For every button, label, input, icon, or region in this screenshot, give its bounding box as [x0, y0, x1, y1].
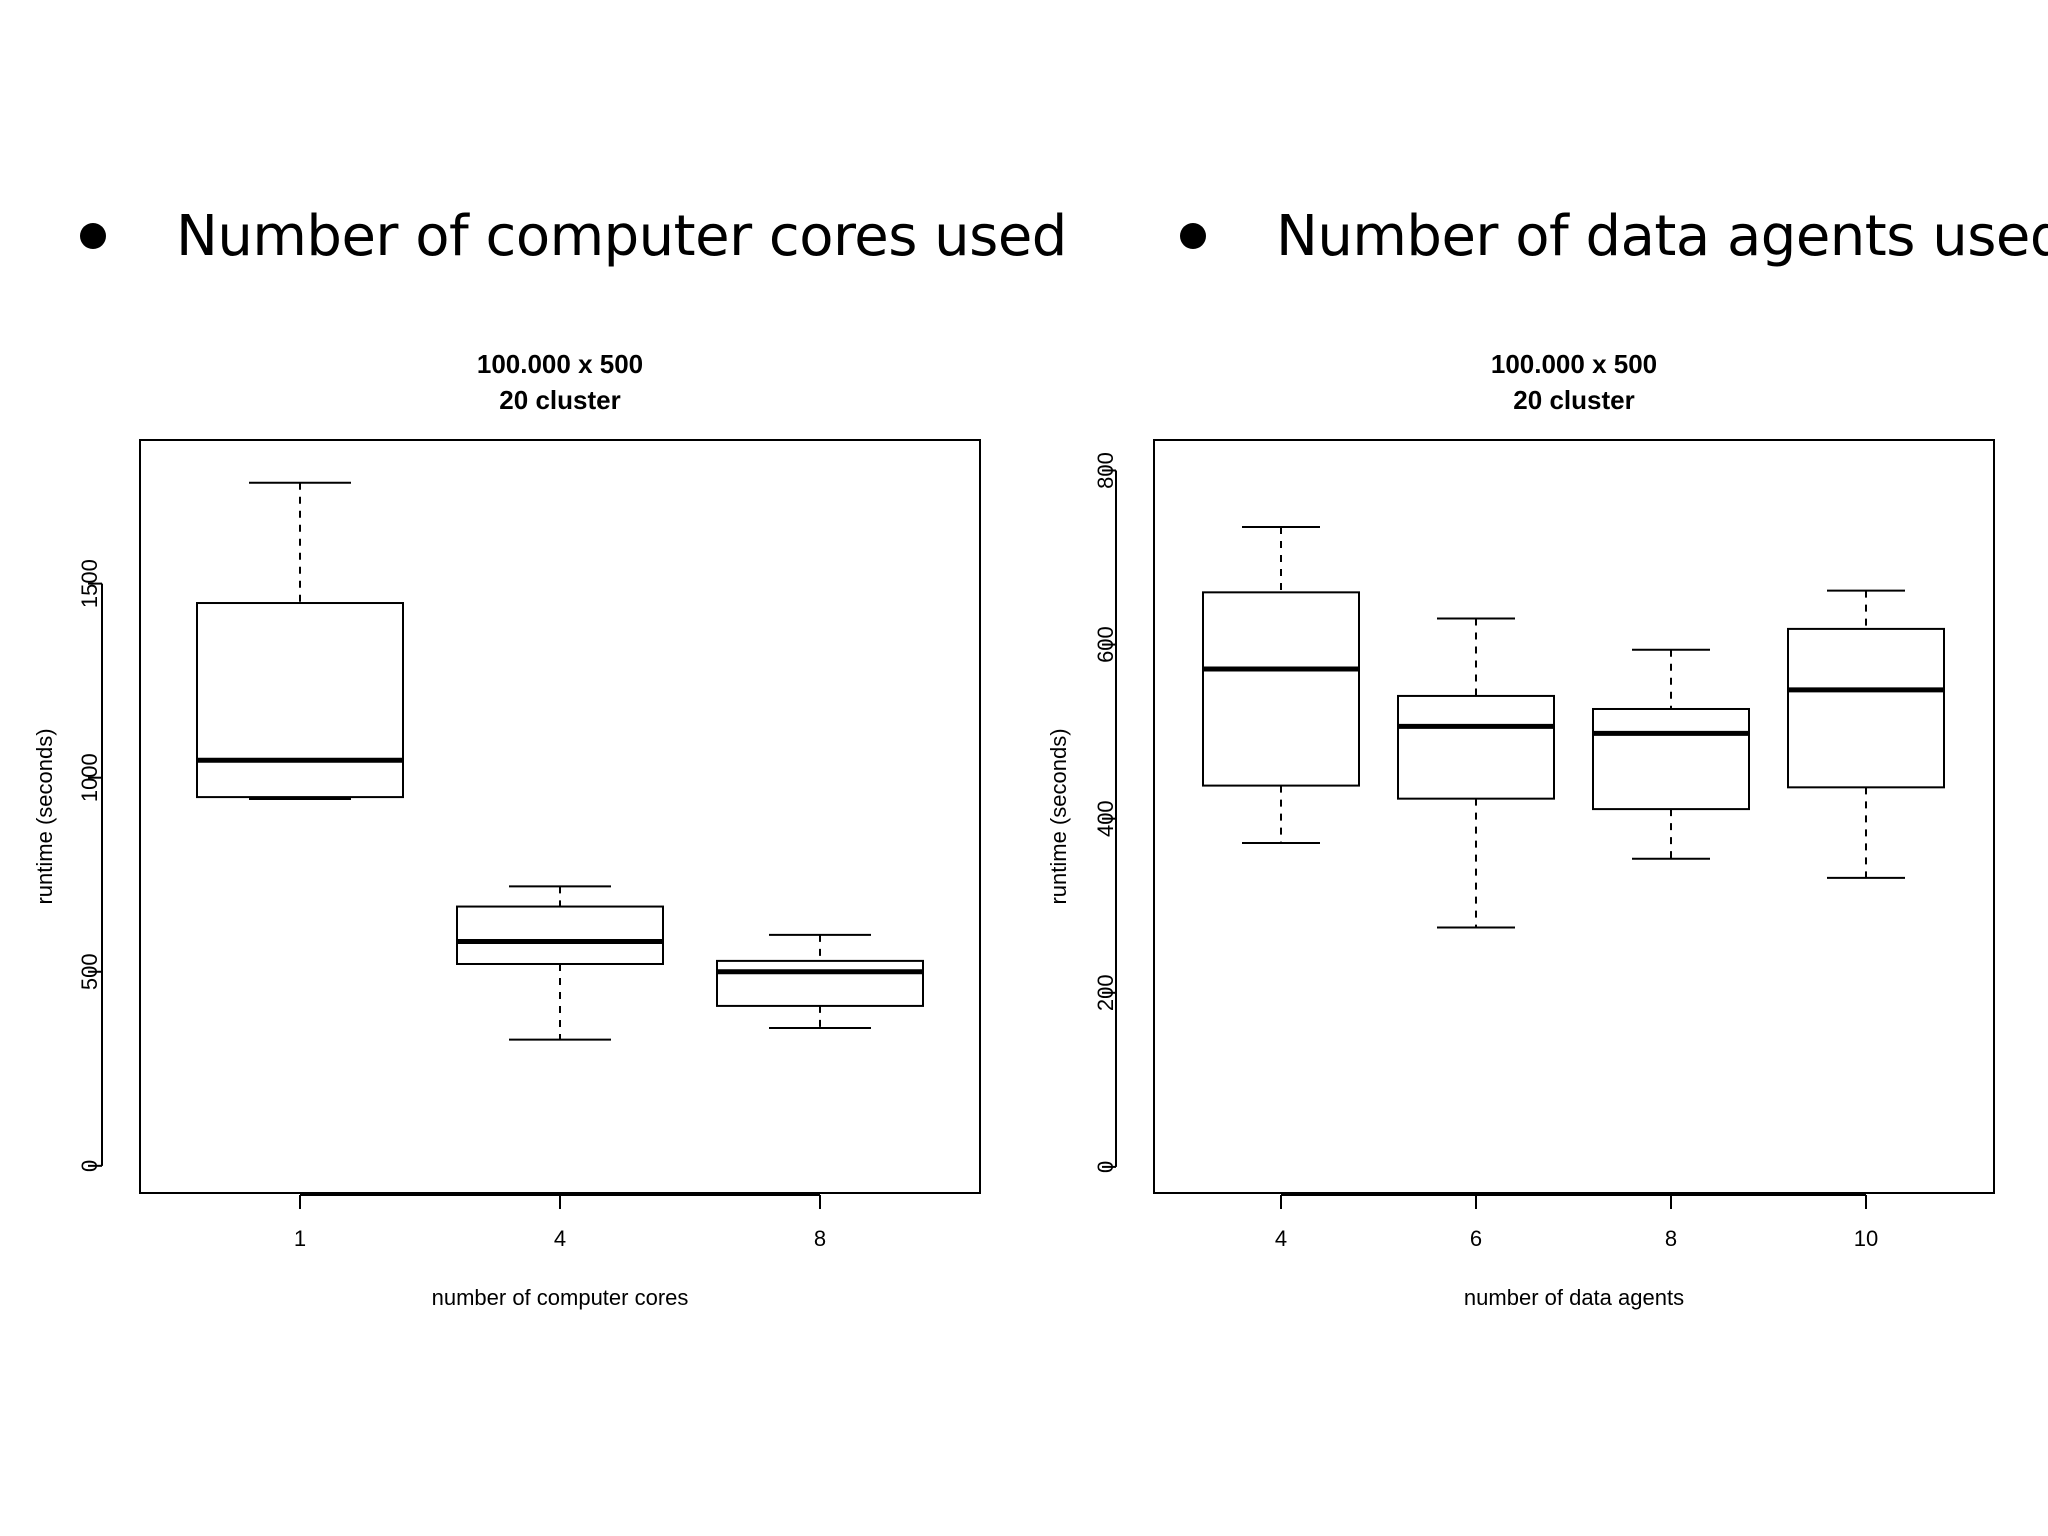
bullet-item-cores: Number of computer cores used [80, 196, 1067, 276]
y-tick-label: 0 [77, 1160, 102, 1172]
bullet-text-agents: Number of data agents used [1276, 203, 2048, 269]
box-iqr [196, 602, 404, 799]
y-tick-label: 1500 [77, 559, 102, 608]
box-iqr [716, 959, 924, 1007]
y-tick-label: 1000 [77, 753, 102, 802]
bullet-dot-icon [1180, 223, 1206, 249]
plot-frame [139, 439, 981, 1194]
box-iqr [456, 905, 664, 965]
chart-title-line: 100.000 x 500 [477, 349, 643, 379]
chart-title-line: 20 cluster [499, 385, 620, 415]
bullet-text-cores: Number of computer cores used [176, 203, 1067, 269]
y-axis-label: runtime (seconds) [32, 728, 57, 904]
y-tick-label: 500 [77, 953, 102, 990]
x-tick-label: 4 [554, 1226, 566, 1251]
x-axis-label: number of computer cores [432, 1285, 689, 1310]
x-tick-label: 1 [294, 1226, 306, 1251]
x-tick-label: 8 [814, 1226, 826, 1251]
bullet-item-agents: Number of data agents used [1180, 196, 2048, 276]
bullet-dot-icon [80, 223, 106, 249]
